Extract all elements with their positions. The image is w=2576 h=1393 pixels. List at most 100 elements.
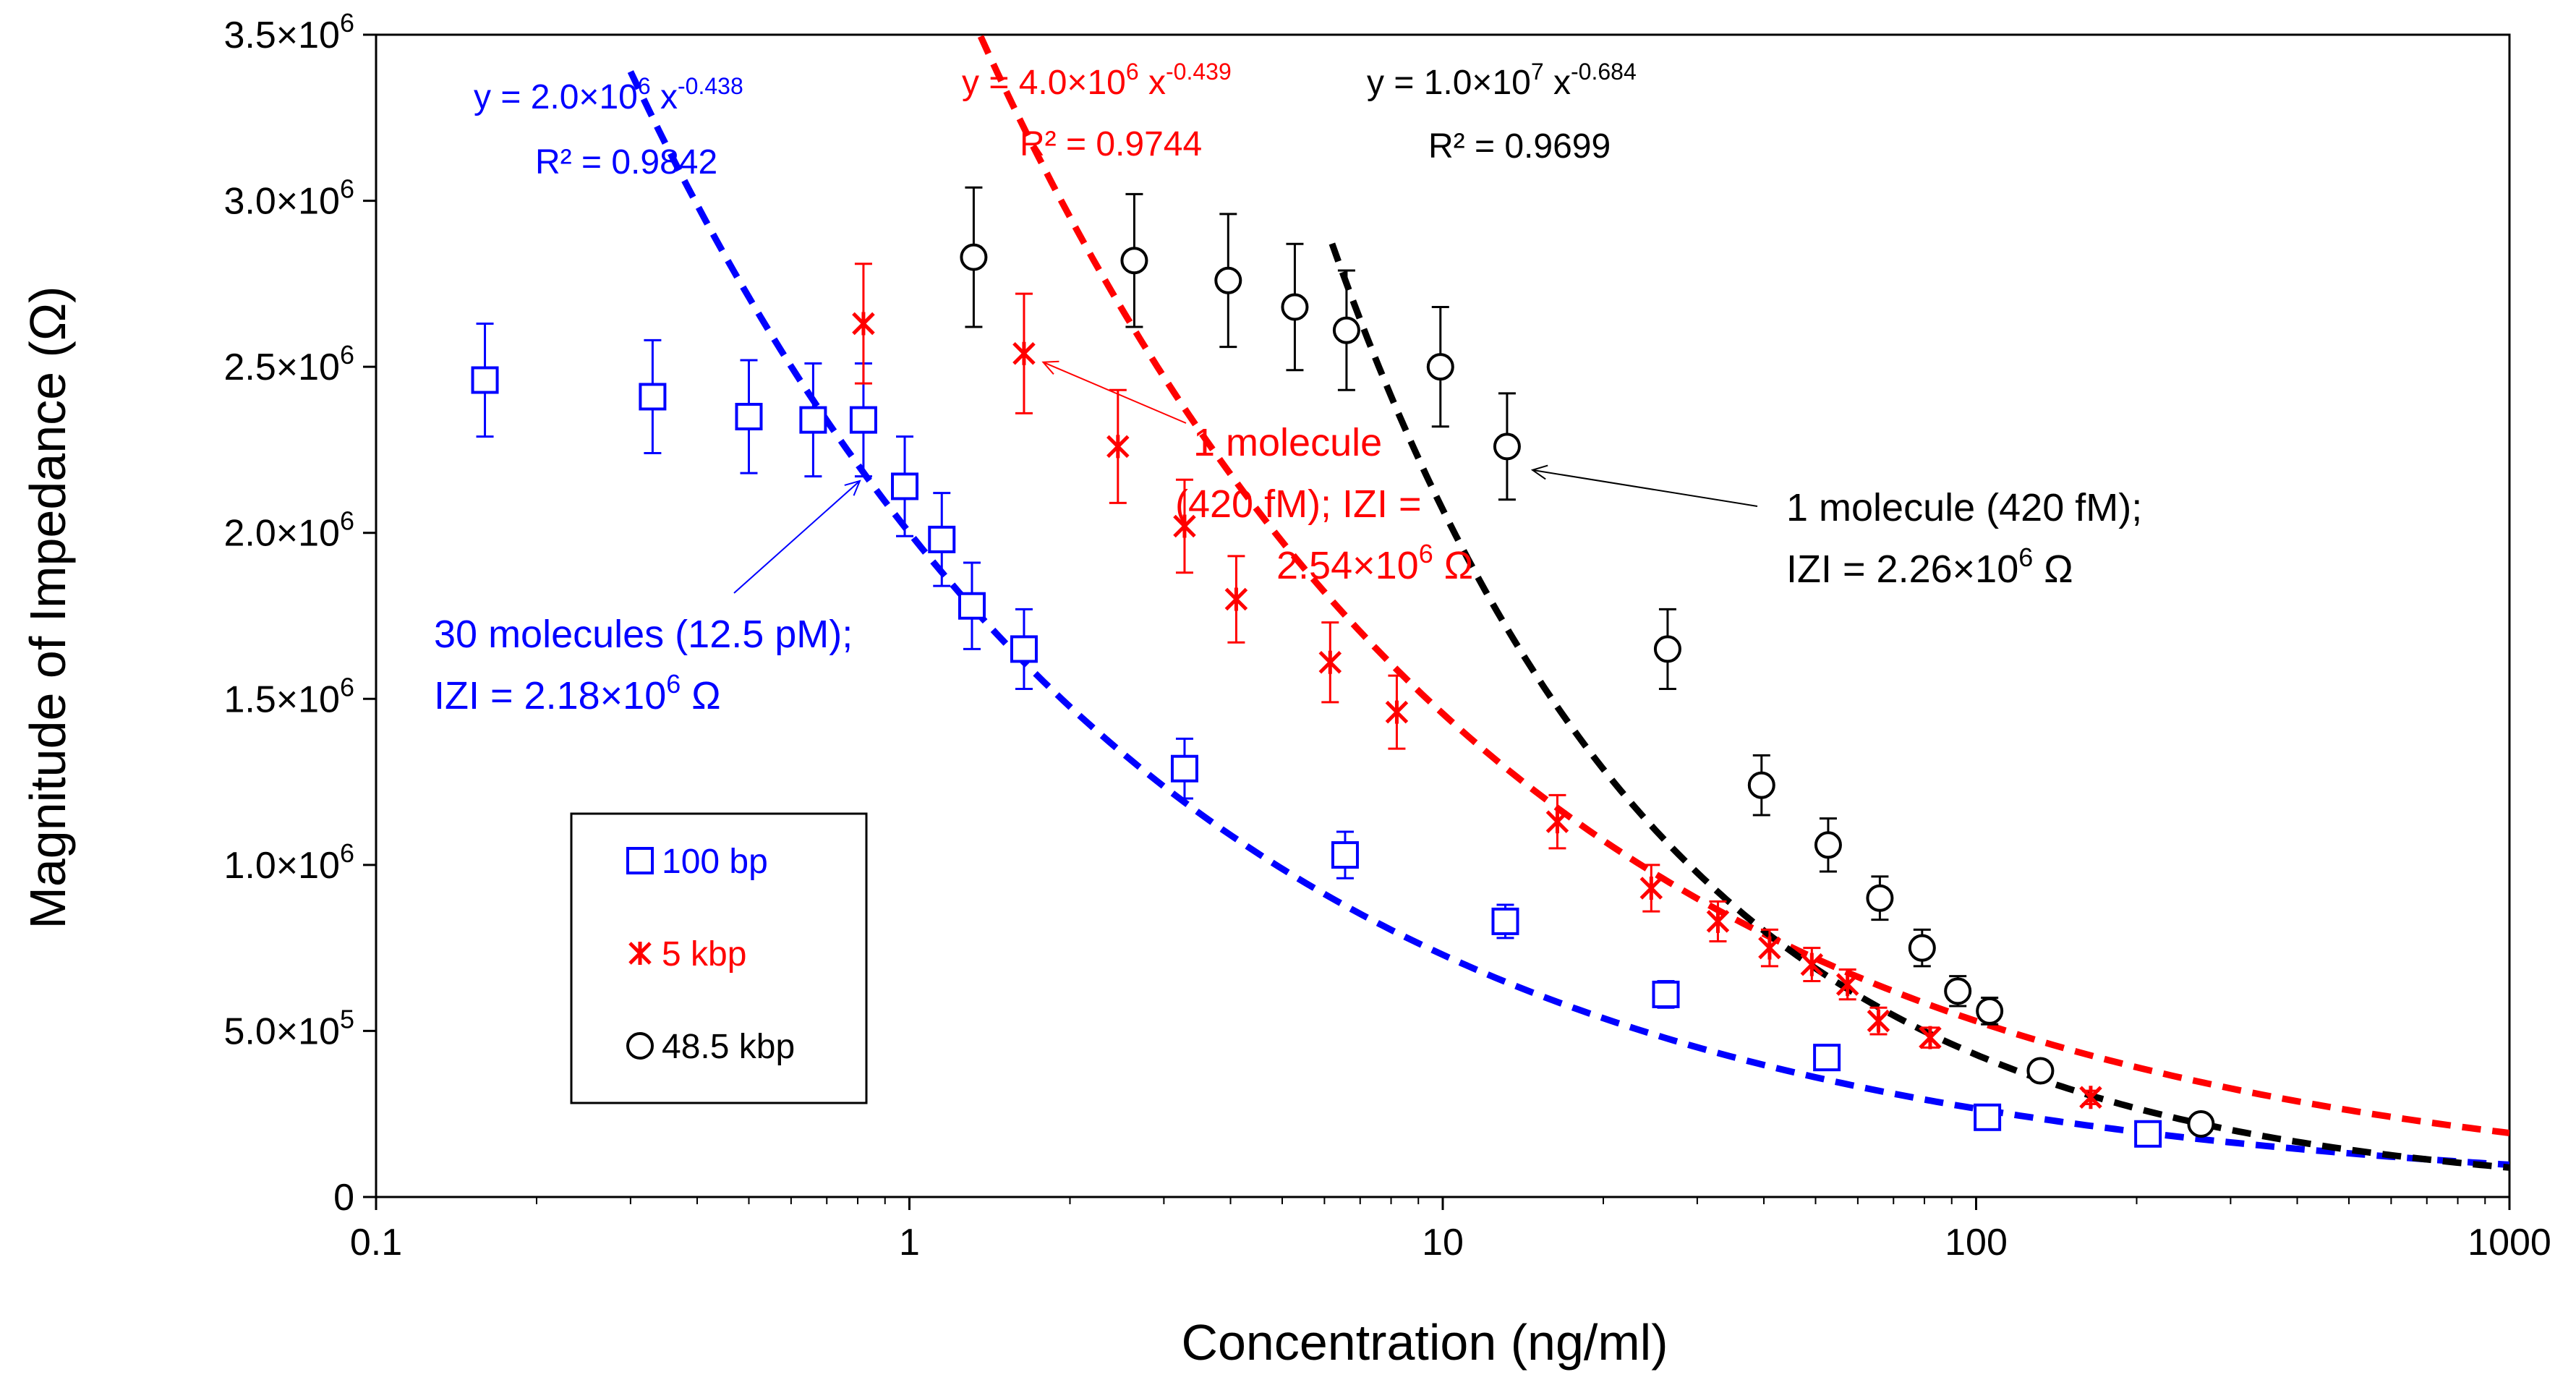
data-point <box>1010 608 1038 691</box>
series-48-5-kbp <box>960 186 2215 1138</box>
x-tick-label: 1000 <box>2468 1222 2551 1264</box>
data-point <box>1331 830 1359 879</box>
marker-square <box>626 847 654 874</box>
data-point <box>1545 793 1569 850</box>
legend-item-5-kbp: 5 kbp <box>628 935 746 974</box>
data-point <box>958 561 986 650</box>
annotation-text: 1 molecule (420 fM); <box>1786 486 2142 529</box>
marker-circle <box>1814 831 1842 859</box>
marker-circle <box>626 1032 654 1060</box>
annotation-arrow-head <box>1530 464 1548 480</box>
data-point <box>1814 817 1842 873</box>
marker-circle <box>1747 771 1775 799</box>
data-point <box>1919 1026 1942 1049</box>
series-100-bp <box>471 322 2162 1148</box>
marker-circle <box>1944 977 1972 1005</box>
data-point <box>1813 1044 1841 1072</box>
annotation-text: IZI = 2.18×106 Ω <box>434 669 721 717</box>
data-point <box>1866 875 1894 921</box>
data-point <box>1653 608 1681 691</box>
data-point <box>928 492 956 587</box>
data-point <box>2079 1086 2102 1109</box>
marker-circle <box>1332 316 1360 344</box>
data-point <box>1106 388 1130 504</box>
data-point <box>1747 754 1775 817</box>
marker-circle <box>2026 1057 2055 1085</box>
y-tick-label: 2.5×106 <box>223 340 354 388</box>
data-point <box>849 362 877 478</box>
marker-circle <box>1908 934 1936 962</box>
data-point <box>2026 1057 2055 1085</box>
legend-label: 5 kbp <box>662 935 746 974</box>
y-tick-label: 0 <box>333 1177 354 1219</box>
data-point <box>1800 947 1824 983</box>
marker-circle <box>1653 635 1681 663</box>
data-point <box>891 435 919 537</box>
annotation-5kbp: 1 molecule (420 fM); IZI = 2.54×106 Ω <box>1041 360 1473 587</box>
annotation-text: (420 fM); IZI = <box>1175 482 1422 526</box>
data-point <box>639 338 667 455</box>
y-tick-label: 1.5×106 <box>223 672 354 720</box>
marker-square <box>1813 1044 1841 1072</box>
marker-square <box>928 525 956 553</box>
data-point <box>1012 292 1036 414</box>
marker-circle <box>1493 433 1521 461</box>
data-point <box>799 362 827 478</box>
series-5-kbp <box>852 263 2102 1109</box>
data-point <box>1706 900 1730 942</box>
annotation-arrow-head <box>844 480 861 496</box>
annotation-text: 1 molecule <box>1193 421 1382 464</box>
legend-label: 48.5 kbp <box>662 1028 795 1066</box>
data-point <box>471 322 499 438</box>
data-point <box>1281 242 1309 372</box>
marker-circle <box>1214 266 1242 294</box>
marker-circle <box>1281 293 1309 321</box>
data-point <box>1332 269 1360 391</box>
marker-circle <box>2187 1109 2215 1138</box>
data-point <box>852 263 875 385</box>
x-tick-label: 0.1 <box>350 1222 402 1264</box>
marker-square <box>639 383 667 411</box>
data-point <box>1318 621 1342 704</box>
marker-square <box>471 366 499 394</box>
marker-square <box>1331 841 1359 869</box>
fit-r-squared: R² = 0.9699 <box>1428 127 1611 166</box>
y-tick-label: 5.0×105 <box>223 1004 354 1052</box>
x-tick-label: 10 <box>1422 1222 1464 1264</box>
fit-r-squared: R² = 0.9744 <box>1020 125 1202 163</box>
fit-equation: y = 1.0×107 x-0.684 <box>1367 59 1637 102</box>
data-point <box>1426 305 1454 428</box>
annotation-text: 30 molecules (12.5 pM); <box>434 613 853 656</box>
annotation-arrow <box>1532 469 1758 507</box>
annotation-text: 2.54×106 Ω <box>1276 539 1473 587</box>
data-series <box>471 186 2215 1148</box>
fit-equation: y = 4.0×106 x-0.439 <box>962 59 1232 102</box>
marker-square <box>1974 1103 2002 1131</box>
fit-curves <box>627 35 2509 1171</box>
marker-square <box>735 403 763 431</box>
x-axis-title: Concentration (ng/ml) <box>1181 1314 1668 1371</box>
y-tick-label: 3.5×106 <box>223 8 354 56</box>
annotation-arrow <box>733 480 861 594</box>
legend-item-48-5-kbp: 48.5 kbp <box>626 1028 795 1066</box>
fit-equation: y = 2.0×106 x-0.438 <box>474 73 743 116</box>
data-point <box>1491 903 1519 940</box>
marker-square <box>799 406 827 434</box>
data-point <box>1974 1103 2002 1131</box>
x-tick-label: 100 <box>1945 1222 2008 1264</box>
marker-square <box>1010 635 1038 663</box>
x-tick-label: 1 <box>899 1222 920 1264</box>
data-point <box>735 359 763 474</box>
data-point <box>1758 928 1781 968</box>
marker-square <box>849 406 877 434</box>
marker-square <box>1170 754 1198 783</box>
data-point <box>1944 975 1972 1008</box>
marker-square <box>1652 980 1680 1008</box>
marker-square <box>891 472 919 500</box>
marker-circle <box>1866 884 1894 912</box>
annotation-48kbp: 1 molecule (420 fM); IZI = 2.26×106 Ω <box>1530 464 2142 591</box>
y-axis-title: Magnitude of Impedance (Ω) <box>20 286 76 929</box>
legend-box <box>570 812 868 1104</box>
data-point <box>1214 213 1242 349</box>
